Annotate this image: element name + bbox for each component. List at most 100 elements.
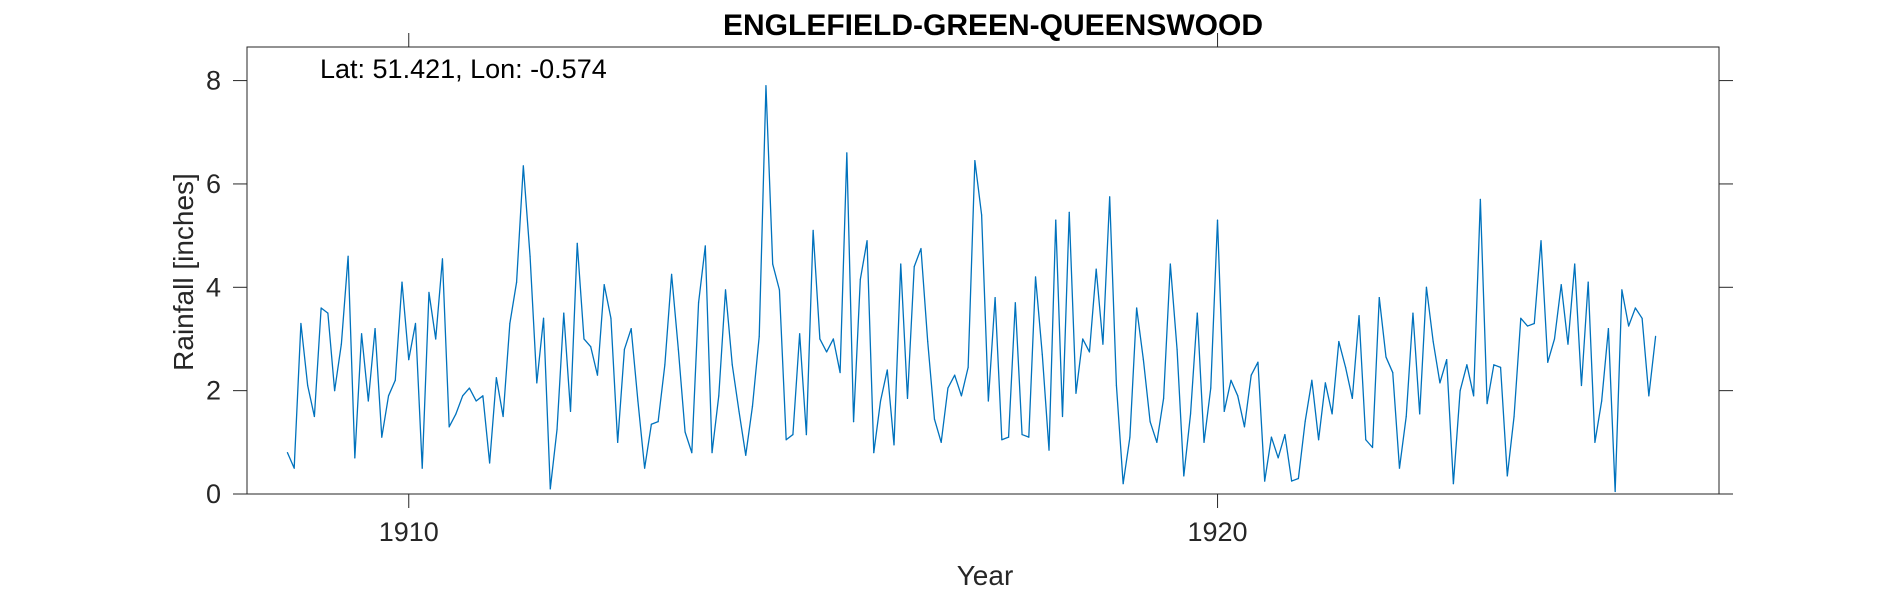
data-point: [664, 364, 666, 366]
tick-labels: 0 2 4 6 8 1910 1920: [206, 66, 1248, 547]
data-point: [1425, 286, 1428, 288]
data-point: [1324, 382, 1326, 384]
data-point: [360, 333, 363, 335]
data-point: [394, 379, 396, 381]
data-point: [792, 433, 794, 436]
data-point: [340, 343, 342, 345]
data-point: [960, 395, 963, 397]
data-point: [650, 423, 652, 425]
data-point: [1230, 379, 1232, 381]
data-point: [1257, 361, 1259, 363]
data-point: [1432, 340, 1434, 343]
data-point: [724, 289, 727, 291]
data-point: [812, 229, 814, 232]
chart-title: ENGLEFIELD-GREEN-QUEENSWOOD: [723, 9, 1263, 42]
data-point: [1351, 397, 1353, 399]
data-point: [900, 263, 902, 265]
data-point: [866, 240, 868, 242]
y-tick-label: 2: [206, 376, 221, 406]
y-tick-label: 6: [206, 169, 221, 199]
data-point: [657, 421, 659, 423]
data-point: [1034, 276, 1037, 278]
data-point: [1628, 325, 1630, 327]
data-point: [1129, 436, 1131, 438]
data-point: [1055, 219, 1057, 221]
data-point: [879, 400, 882, 402]
data-point: [1149, 421, 1151, 423]
data-point: [785, 439, 787, 441]
data-point: [489, 462, 491, 464]
data-point: [691, 452, 693, 454]
data-point: [954, 374, 956, 376]
data-point: [637, 400, 639, 402]
data-point: [1398, 467, 1401, 469]
y-axis-label: Rainfall [inches]: [168, 173, 199, 371]
data-point: [1297, 477, 1299, 480]
data-point: [1142, 359, 1144, 361]
data-point: [1001, 439, 1003, 441]
data-point: [920, 247, 922, 250]
data-point: [1007, 436, 1010, 438]
data-point: [886, 369, 888, 371]
data-point: [738, 410, 740, 412]
data-point: [1041, 353, 1043, 356]
data-point: [906, 397, 909, 399]
data-point: [967, 366, 969, 368]
data-point: [1412, 312, 1414, 314]
data-point: [1567, 343, 1569, 345]
data-point: [711, 452, 713, 454]
data-point: [1452, 483, 1454, 485]
data-point: [455, 413, 457, 415]
data-point: [1526, 325, 1529, 327]
data-point: [583, 338, 585, 340]
data-point: [435, 338, 437, 340]
data-point: [718, 395, 720, 397]
data-point: [1311, 379, 1313, 381]
data-point: [1607, 328, 1610, 330]
data-point: [556, 428, 558, 430]
data-point: [1277, 457, 1279, 459]
data-point: [1304, 421, 1306, 423]
data-point: [1284, 433, 1286, 436]
data-point: [852, 421, 855, 423]
data-point: [441, 258, 444, 260]
data-point: [549, 488, 551, 490]
data-point: [913, 266, 915, 268]
data-point: [1216, 219, 1219, 221]
data-point: [1196, 312, 1198, 314]
data-point: [1122, 483, 1124, 485]
data-point: [1048, 449, 1050, 451]
data-point: [671, 273, 673, 275]
data-point: [623, 348, 626, 350]
data-point: [1068, 211, 1070, 213]
data-point: [1331, 413, 1333, 415]
data-point: [826, 351, 828, 353]
data-point: [778, 289, 781, 291]
data-point: [1553, 338, 1556, 340]
data-point: [1136, 307, 1138, 309]
data-point: [1587, 281, 1589, 283]
data-point: [448, 426, 450, 428]
data-point: [933, 418, 936, 420]
x-tick-label: 1910: [379, 517, 439, 547]
data-point: [758, 335, 760, 337]
data-point: [1176, 348, 1178, 350]
data-point: [502, 415, 504, 418]
x-axis-label: Year: [957, 560, 1014, 591]
data-point: [1621, 289, 1623, 291]
data-point: [839, 371, 841, 374]
y-tick-label: 8: [206, 66, 221, 96]
data-point: [475, 400, 477, 402]
data-point: [1641, 317, 1643, 319]
data-point: [1243, 426, 1246, 428]
data-point: [1115, 384, 1118, 387]
data-point: [1183, 475, 1185, 477]
data-point: [1513, 415, 1515, 418]
data-point: [421, 467, 423, 469]
data-point: [320, 307, 322, 309]
data-point: [509, 322, 511, 325]
data-point: [1156, 441, 1158, 443]
data-point: [893, 444, 895, 446]
data-point: [286, 452, 289, 454]
data-point: [1169, 263, 1171, 265]
